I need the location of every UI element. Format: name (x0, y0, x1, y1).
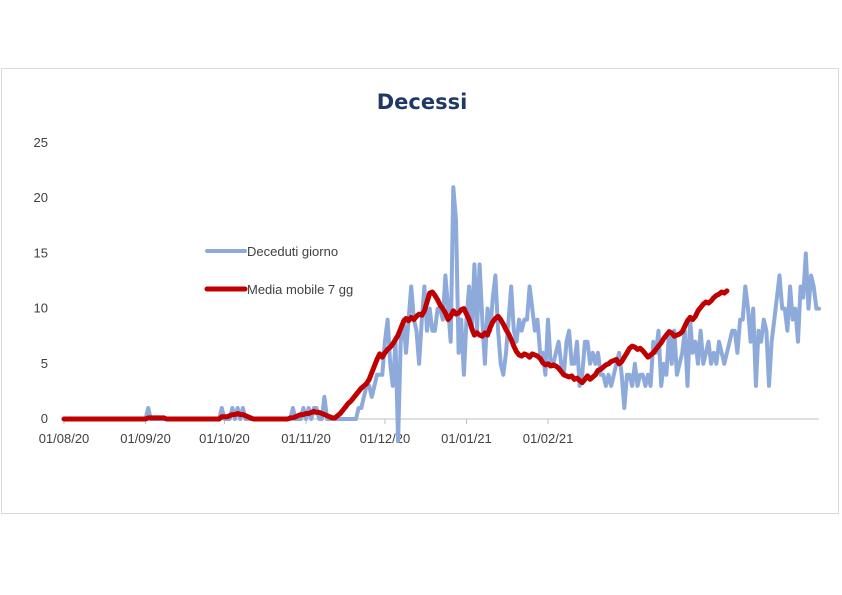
y-tick-label: 20 (34, 190, 48, 205)
legend: Deceduti giorno Media mobile 7 gg (204, 244, 353, 297)
chart-area: Decessi 0 5 10 15 20 25 01/08/20 01/09/20 01/10… (1, 68, 839, 514)
series-line-1 (61, 288, 730, 422)
y-axis-ticks: 0 5 10 15 20 25 (34, 135, 48, 426)
x-tick-label: 01/10/20 (199, 431, 250, 446)
y-tick-label: 25 (34, 135, 48, 150)
x-tick-label: 01/09/20 (120, 431, 171, 446)
x-tick-label: 01/08/20 (39, 431, 90, 446)
x-tick-label: 01/11/20 (281, 431, 331, 446)
x-tick-label: 01/12/20 (360, 431, 411, 446)
legend-label-0: Deceduti giorno (247, 244, 338, 259)
series-layer (61, 185, 821, 444)
legend-label-1: Media mobile 7 gg (247, 282, 353, 297)
y-tick-label: 0 (41, 411, 48, 426)
y-tick-label: 15 (34, 245, 48, 260)
chart-title: Decessi (377, 90, 468, 114)
y-tick-label: 10 (34, 301, 48, 316)
y-tick-label: 5 (41, 356, 48, 371)
series-line-0 (62, 185, 821, 444)
x-tick-label: 01/01/21 (441, 431, 492, 446)
x-axis-ticks: 01/08/20 01/09/20 01/10/20 01/11/20 01/12/20… (39, 419, 574, 446)
chart-svg: Decessi 0 5 10 15 20 25 01/08/20 01/09/20 01/10… (34, 90, 821, 446)
x-tick-label: 01/02/21 (523, 431, 574, 446)
